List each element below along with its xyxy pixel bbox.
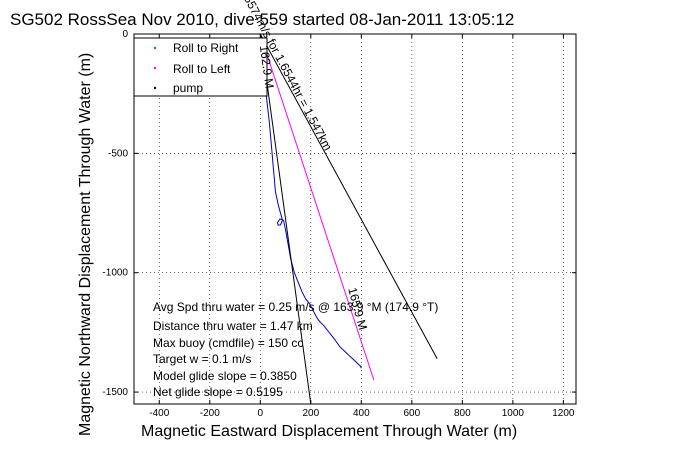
plot-area-frame: [133, 33, 577, 405]
stat-model-glide-slope: Model glide slope = 0.3850: [153, 369, 297, 383]
legend-label-pump: pump: [173, 81, 203, 95]
stat-avg-speed: Avg Spd thru water = 0.25 m/s @ 163.9 °M…: [153, 300, 438, 314]
annotation-label-1: 162.9 M: [257, 44, 277, 89]
stat-target-w: Target w = 0.1 m/s: [153, 352, 251, 366]
stat-max-buoy: Max buoy (cmdfile) = 150 cc: [153, 336, 303, 350]
stat-net-glide-slope: Net glide slope = 0.5195: [153, 385, 283, 399]
y-tick-label: -1500: [102, 387, 128, 398]
legend: Roll to Right Roll to Left pump: [133, 37, 268, 97]
y-axis-label: Magnetic Northward Displacement Through …: [77, 53, 94, 436]
stats-block: Avg Spd thru water = 0.25 m/s @ 163.9 °M…: [153, 300, 438, 399]
series-line-3: [259, 33, 312, 405]
y-tick-label: 0: [122, 29, 128, 40]
y-tick-label: -1000: [102, 268, 128, 279]
y-tick-label: -500: [108, 148, 128, 159]
x-tick-label: 1000: [502, 408, 525, 419]
legend-marker-roll-left: [153, 66, 157, 70]
x-tick-label: 1200: [552, 408, 575, 419]
x-tick-label: -400: [149, 408, 169, 419]
axis-ticks: -400 -200 0 200 400 600 800 1000 1200 0 -500 -1000 -…: [102, 29, 576, 419]
x-axis-label: Magnetic Eastward Displacement Through W…: [141, 423, 517, 440]
series-line-1: [259, 33, 375, 381]
legend-marker-roll-right: [153, 46, 157, 50]
x-tick-label: 0: [258, 408, 264, 419]
chart-title: SG502 RossSea Nov 2010, dive 559 started…: [10, 10, 514, 29]
legend-box: [133, 37, 268, 97]
legend-label-roll-right: Roll to Right: [173, 41, 239, 55]
x-tick-label: 600: [403, 408, 420, 419]
x-tick-label: 200: [302, 408, 319, 419]
stat-distance: Distance thru water = 1.47 km: [153, 319, 313, 333]
series-line-2: [259, 33, 438, 359]
legend-marker-pump: [153, 86, 157, 90]
x-tick-label: -200: [200, 408, 220, 419]
x-tick-label: 400: [353, 408, 370, 419]
series-layer: [259, 33, 438, 405]
legend-label-roll-left: Roll to Left: [173, 62, 231, 76]
series-line-0: [259, 33, 362, 369]
x-tick-label: 800: [454, 408, 471, 419]
